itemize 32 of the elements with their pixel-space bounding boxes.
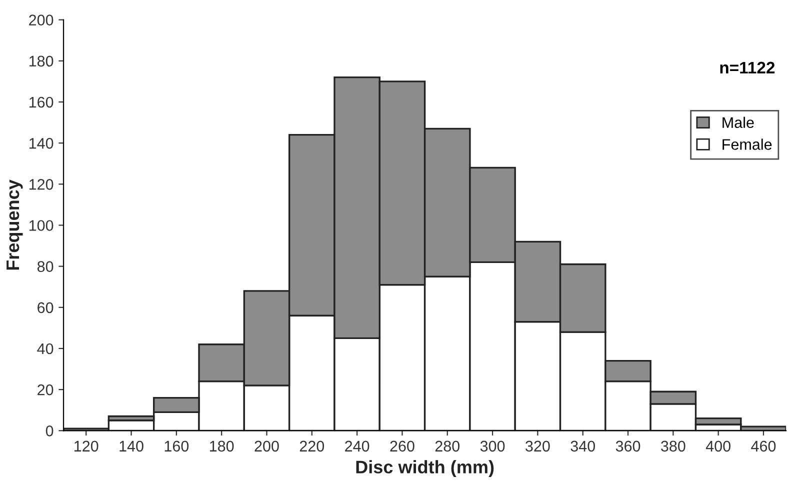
x-tick-label: 360 (616, 440, 640, 452)
y-tick-label: 80 (37, 261, 54, 272)
x-tick-label: 260 (390, 440, 414, 452)
x-tick-label: 460 (751, 440, 776, 452)
x-tick-label: 320 (526, 440, 550, 452)
legend-label: Male (722, 116, 754, 128)
y-tick-label: 140 (29, 138, 54, 149)
x-tick-label: 200 (254, 440, 279, 452)
x-tick-label: 160 (164, 440, 189, 452)
y-tick-label: 180 (29, 56, 54, 67)
y-tick-label: 100 (29, 220, 54, 231)
annotation: n=1122 (720, 62, 775, 74)
x-tick-label: 120 (74, 440, 98, 452)
y-tick-label: 160 (29, 96, 54, 108)
x-tick-label: 220 (300, 440, 324, 452)
x-tick-label: 400 (706, 440, 730, 452)
x-tick-label: 240 (345, 440, 370, 452)
legend-label: Female (722, 138, 772, 150)
y-tick-label: 60 (38, 302, 54, 314)
x-tick-label: 140 (120, 440, 144, 452)
x-axis-title: Disc width (mm) (356, 460, 494, 477)
y-tick-label: 120 (29, 179, 54, 190)
x-tick-label: 280 (435, 440, 460, 452)
y-tick-label: 200 (29, 14, 54, 26)
y-tick-label: 40 (37, 343, 54, 354)
x-tick-label: 300 (480, 440, 505, 452)
x-tick-label: 340 (570, 440, 595, 452)
x-tick-label: 380 (661, 440, 686, 452)
y-tick-label: 20 (38, 384, 54, 396)
y-tick-label: 0 (46, 426, 54, 436)
x-tick-label: 180 (210, 440, 234, 452)
y-axis-title: Frequency (6, 180, 23, 270)
